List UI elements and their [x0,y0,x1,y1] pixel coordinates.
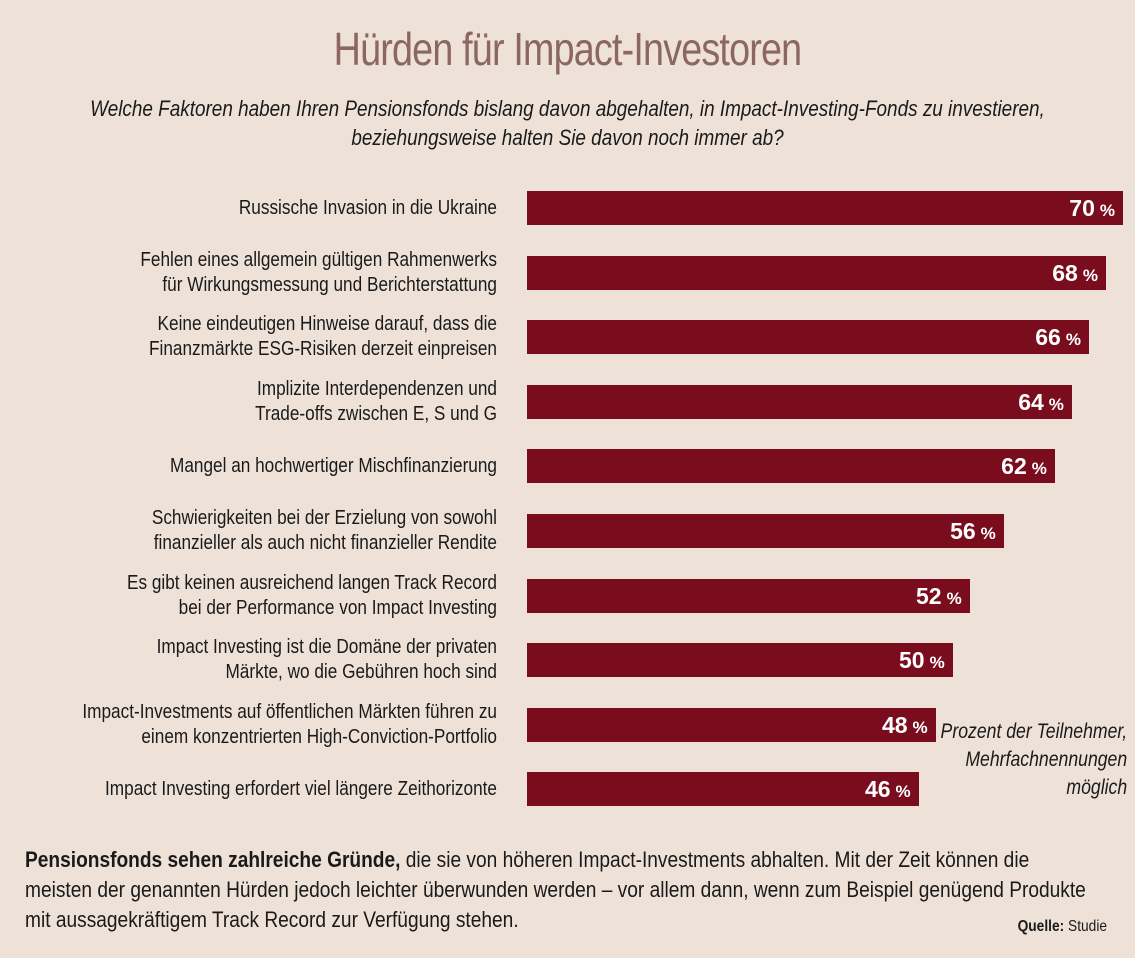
bar: 52% [527,578,970,613]
bar-value-number: 52 [916,582,942,609]
bar-value-number: 46 [864,776,891,803]
bar: 70% [527,191,1123,225]
bar-value-number: 66 [1035,324,1061,351]
category-label: Impact Investing erfordert viel längere … [50,777,497,802]
bar: 68% [527,255,1106,290]
bar-value-label: 48% [882,708,928,742]
bar: 56% [527,514,1004,548]
bar: 62% [527,449,1055,484]
category-label: Russische Invasion in die Ukraine [50,196,497,221]
category-label: Fehlen eines allgemein gültigen Rahmenwe… [50,248,497,298]
bar-value-unit: % [980,524,996,543]
category-label-line: Es gibt keinen ausreichend langen Track … [126,571,497,594]
bar-value-label: 46% [865,772,911,806]
category-label-line: Mangel an hochwertiger Mischfinanzierung [170,454,497,477]
bar-value-label: 70% [1069,191,1115,225]
category-label: Keine eindeutigen Hinweise darauf, dass … [50,312,497,362]
footer-line: Pensionsfonds sehen zahlreiche Gründe, d… [25,845,1095,875]
bar-value-number: 48 [881,711,908,738]
bar-value-label: 64% [1018,385,1064,419]
subtitle-line: Welche Faktoren haben Ihren Pensionsfond… [90,96,1045,121]
source-credit: Quelle: Studie [1018,918,1107,936]
bar-value-unit: % [1082,265,1098,285]
category-label-line: Fehlen eines allgemein gültigen Rahmenwe… [140,248,497,271]
category-label-line: Schwierigkeiten bei der Erzielung von so… [151,507,498,529]
category-label-line: Russische Invasion in die Ukraine [238,196,498,219]
bar-value-label: 68% [1052,256,1098,290]
category-label: Impact-Investments auf öffentlichen Märk… [50,700,497,750]
category-label-line: Finanzmärkte ESG-Risiken derzeit einprei… [149,338,497,361]
bar-value-label: 66% [1035,320,1081,354]
footer-line1-rest: die sie von höheren Impact-Investments a… [400,847,1030,872]
bar-value-label: 52% [916,579,962,613]
footer-text: Pensionsfonds sehen zahlreiche Gründe, d… [25,845,1095,935]
bar-value-unit: % [929,653,945,673]
category-label-line: Impact Investing erfordert viel längere … [105,777,498,800]
bar-value-unit: % [1099,201,1115,220]
footer-line: mit aussagekräftigem Track Record zur Ve… [25,907,519,932]
source-label: Quelle: [1017,918,1065,935]
bar: 50% [527,643,953,678]
bar-value-number: 64 [1018,388,1044,415]
category-label: Impact Investing ist die Domäne der priv… [50,635,497,685]
bar-value-number: 68 [1052,259,1078,286]
category-label: Mangel an hochwertiger Mischfinanzierung [50,454,497,479]
bar-value-label: 62% [1001,449,1047,483]
source-value: Studie [1064,918,1107,935]
bar-value-unit: % [895,782,911,802]
category-label-line: einem konzentrierten High-Conviction-Por… [141,725,498,748]
chart-note: Prozent der Teilnehmer, Mehrfachnennunge… [940,718,1127,802]
category-label-line: bei der Performance von Impact Investing [178,596,497,619]
category-label-line: Impact Investing ist die Domäne der priv… [156,636,498,659]
chart-subtitle: Welche Faktoren haben Ihren Pensionsfond… [79,94,1055,152]
category-label-line: Trade-offs zwischen E, S und G [255,402,497,425]
bar-value-unit: % [1048,394,1064,414]
category-label-line: Implizite Interdependenzen und [256,377,497,400]
bar-value-number: 62 [1001,453,1027,480]
footer-line: meisten der genannten Hürden jedoch leic… [25,877,1086,902]
category-label: Implizite Interdependenzen und Trade-offs… [50,377,497,427]
bar: 64% [527,384,1072,419]
note-line: Mehrfachnennungen [965,748,1127,771]
category-label: Schwierigkeiten bei der Erzielung von so… [50,506,497,556]
bar: 48% [527,707,936,742]
bar-value-number: 70 [1069,195,1095,221]
category-label: Es gibt keinen ausreichend langen Track … [50,571,497,621]
bar: 46% [527,772,919,807]
category-label-line: Keine eindeutigen Hinweise darauf, dass … [157,313,497,336]
category-label-line: für Wirkungsmessung und Berichterstattun… [162,273,497,296]
note-line: möglich [1066,776,1127,799]
bar-value-label: 56% [950,514,996,548]
bar-value-unit: % [1065,330,1081,350]
subtitle-line: beziehungsweise halten Sie davon noch im… [351,125,784,150]
bar-value-number: 50 [898,647,925,674]
bar-value-unit: % [1031,459,1047,479]
chart-title: Hürden für Impact-Investoren [333,23,802,75]
bar-value-unit: % [912,717,928,737]
category-label-line: finanzieller als auch nicht finanzieller… [153,532,497,554]
bar-value-number: 56 [950,518,976,544]
bar-value-label: 50% [899,643,945,677]
note-line: Prozent der Teilnehmer, [940,720,1127,743]
category-label-line: Impact-Investments auf öffentlichen Märk… [82,700,497,723]
footer-lead: Pensionsfonds sehen zahlreiche Gründe, [25,847,401,872]
bar-value-unit: % [946,588,962,608]
category-label-line: Märkte, wo die Gebühren hoch sind [225,661,497,684]
bar: 66% [527,320,1089,355]
